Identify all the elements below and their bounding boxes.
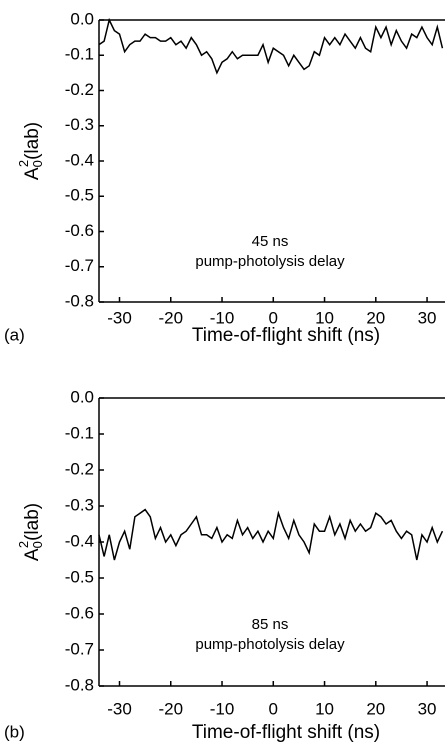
y-axis-label-part: 2 (16, 541, 31, 548)
y-tick-label: -0.4 (65, 150, 94, 169)
x-tick-label: 20 (366, 699, 385, 718)
y-tick-label: -0.8 (65, 291, 94, 310)
x-tick-label: -10 (210, 308, 235, 327)
x-tick-label: 30 (418, 699, 437, 718)
y-tick-label: -0.7 (65, 256, 94, 275)
annotation: 85 ns (252, 616, 289, 633)
x-tick-label: 0 (269, 308, 278, 327)
data-line (98, 508, 444, 561)
y-axis-label: A02(lab) (16, 503, 45, 561)
annotation: 45 ns (252, 233, 289, 250)
y-axis-label-part: 0 (30, 541, 45, 548)
y-tick-label: -0.1 (65, 45, 94, 64)
y-axis-label-part: A (22, 167, 43, 180)
y-tick-label: -0.2 (65, 459, 94, 478)
y-tick-label: -0.5 (65, 186, 94, 205)
x-tick-label: 30 (418, 308, 437, 327)
x-tick-label: -10 (210, 699, 235, 718)
y-tick-label: -0.5 (65, 567, 94, 586)
y-tick-label: -0.3 (65, 115, 94, 134)
y-tick-label: -0.6 (65, 603, 94, 622)
y-tick-label: -0.1 (65, 423, 94, 442)
x-tick-label: 20 (366, 308, 385, 327)
panel-label: (b) (4, 722, 25, 741)
x-tick-label: -30 (107, 699, 132, 718)
x-tick-label: 10 (315, 308, 334, 327)
panel-label: (a) (4, 325, 25, 344)
x-tick-label: -30 (107, 308, 132, 327)
x-axis-label: Time-of-flight shift (ns) (192, 325, 380, 346)
y-tick-label: 0.0 (70, 9, 94, 28)
y-axis-label: A02(lab) (16, 122, 45, 180)
x-tick-label: 10 (315, 699, 334, 718)
y-tick-label: -0.8 (65, 675, 94, 694)
annotation: pump-photolysis delay (195, 636, 345, 653)
y-tick-label: -0.7 (65, 639, 94, 658)
y-axis-label-part: 0 (30, 160, 45, 167)
x-tick-label: 0 (269, 699, 278, 718)
x-tick-label: -20 (158, 308, 183, 327)
y-tick-label: -0.2 (65, 80, 94, 99)
y-tick-label: 0.0 (70, 387, 94, 406)
y-tick-label: -0.3 (65, 495, 94, 514)
y-axis-label-part: (lab) (22, 122, 43, 160)
y-tick-label: -0.6 (65, 221, 94, 240)
y-axis-label-part: (lab) (22, 503, 43, 541)
data-line (98, 17, 444, 75)
x-axis-label: Time-of-flight shift (ns) (192, 722, 380, 742)
y-axis-label-part: 2 (16, 160, 31, 167)
annotation: pump-photolysis delay (195, 253, 345, 270)
y-axis-label-part: A (22, 548, 43, 561)
x-tick-label: -20 (158, 699, 183, 718)
y-tick-label: -0.4 (65, 531, 94, 550)
